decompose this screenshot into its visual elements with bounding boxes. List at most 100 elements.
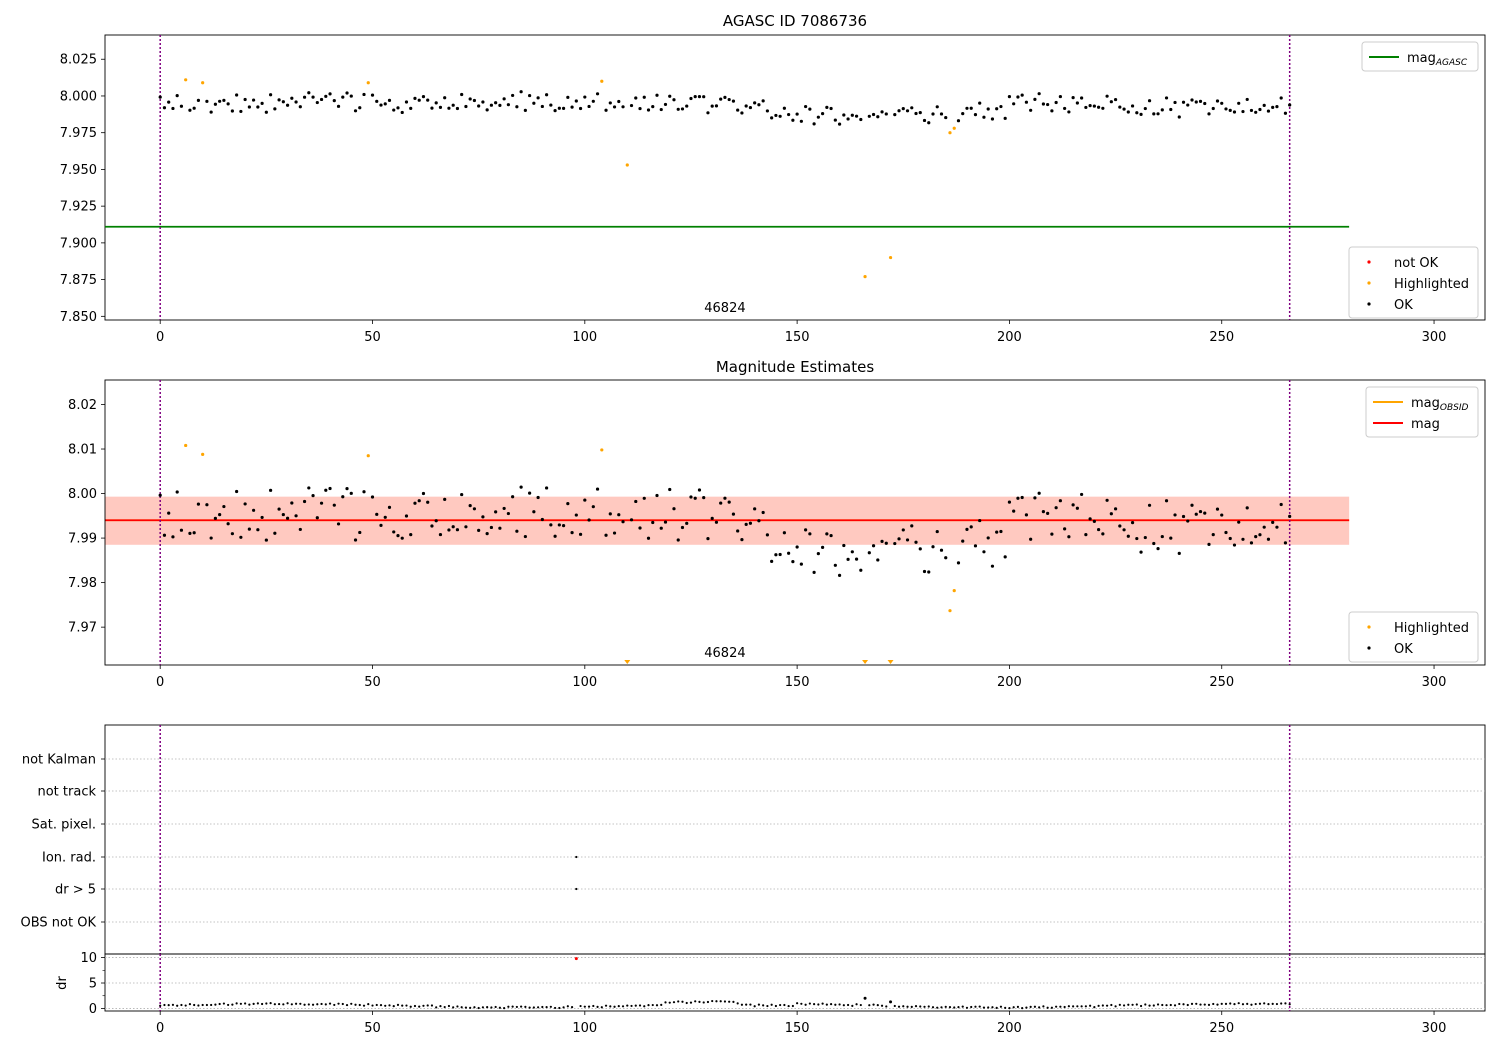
ok-point <box>1211 533 1215 537</box>
dr-point <box>970 1005 973 1009</box>
ok-point <box>804 104 808 109</box>
dr-point <box>740 1003 744 1006</box>
ok-point <box>1283 541 1288 545</box>
ok-point <box>787 112 791 117</box>
dr-point <box>1012 1006 1015 1009</box>
ok-point <box>714 104 719 108</box>
dr-point <box>1144 1003 1147 1006</box>
dr-point <box>1021 1007 1024 1010</box>
ok-point <box>421 95 426 99</box>
dr-point <box>757 1003 761 1006</box>
dr-point <box>1118 1003 1121 1006</box>
ok-point <box>854 557 859 561</box>
dr-point <box>1216 1003 1219 1006</box>
obsid-annotation: 46824 <box>704 646 745 661</box>
ok-point <box>532 510 536 514</box>
ok-point <box>1109 512 1113 516</box>
dr-point <box>384 1004 387 1007</box>
dr-point <box>1254 1002 1257 1006</box>
dr-point <box>664 1001 667 1004</box>
flag-label: not track <box>37 785 96 800</box>
ok-point <box>710 104 714 108</box>
ok-point <box>918 111 922 115</box>
ok-point <box>1101 106 1105 110</box>
ok-point <box>1232 543 1237 547</box>
ok-point <box>1215 99 1220 103</box>
ok-point <box>188 108 192 112</box>
ok-point <box>1147 99 1152 103</box>
dr-point <box>821 1002 824 1005</box>
dr-point <box>987 1006 990 1009</box>
dr-point <box>711 999 714 1003</box>
dr-point <box>1190 1002 1194 1006</box>
ok-point <box>349 491 353 495</box>
ok-point <box>1232 110 1237 114</box>
ok-point <box>222 98 226 102</box>
x-tick-label: 100 <box>572 1021 597 1036</box>
ok-point <box>1254 110 1258 114</box>
dr-point <box>681 1000 684 1003</box>
ok-point <box>545 93 549 97</box>
dr-point <box>460 1006 463 1009</box>
legend-label-subscript: AGASC <box>1435 58 1468 68</box>
point-group <box>158 443 1292 664</box>
dr-point <box>961 1005 964 1008</box>
ok-point <box>663 102 668 107</box>
ok-point <box>345 91 349 95</box>
ok-point <box>336 104 341 108</box>
dr-point <box>511 1005 514 1008</box>
off-scale-marker <box>862 660 869 664</box>
dr-point <box>1152 1004 1155 1007</box>
ok-point <box>736 529 740 533</box>
dr-point <box>486 1005 489 1009</box>
ok-point <box>553 534 557 538</box>
dr-point <box>808 1002 811 1005</box>
ok-point <box>451 525 455 529</box>
dr-point <box>163 1003 166 1007</box>
ok-point <box>1075 101 1079 105</box>
ok-point <box>1271 105 1275 109</box>
ok-point <box>409 533 413 537</box>
legend-label-subscript: OBSID <box>1440 403 1469 413</box>
ok-point <box>1181 100 1186 104</box>
ok-point <box>1105 498 1109 502</box>
dr-point <box>779 1003 782 1007</box>
ok-point <box>167 511 171 515</box>
dr-point <box>239 1002 242 1005</box>
ok-point <box>1080 96 1084 100</box>
dr-point <box>689 1001 693 1004</box>
ok-point <box>723 95 727 99</box>
ok-point <box>298 105 302 109</box>
ok-point <box>523 534 527 539</box>
dr-point <box>723 1000 727 1003</box>
ok-point <box>944 556 948 560</box>
ok-point <box>1186 103 1190 107</box>
dr-point <box>672 1001 676 1004</box>
dr-point <box>214 1003 217 1006</box>
dr-point <box>367 1003 370 1006</box>
ok-point <box>770 116 774 120</box>
dr-point <box>838 1003 841 1006</box>
ok-point <box>379 523 383 528</box>
ok-point <box>481 515 485 519</box>
dr-point <box>982 1006 986 1009</box>
dr-point <box>269 1002 272 1005</box>
dr-point <box>974 1005 977 1008</box>
dr-point <box>1067 1005 1070 1008</box>
ok-point <box>370 93 375 97</box>
ok-point <box>765 109 770 113</box>
ok-point <box>1266 109 1271 113</box>
ok-point <box>685 521 689 525</box>
ok-point <box>791 118 795 122</box>
ok-point <box>1241 109 1245 114</box>
ok-point <box>850 113 854 117</box>
ok-point <box>358 106 362 110</box>
ok-point <box>668 487 672 492</box>
ok-point <box>672 98 676 102</box>
y-tick-label: 7.98 <box>68 576 97 591</box>
ok-point <box>1220 101 1224 105</box>
ok-point <box>973 113 978 117</box>
ok-point <box>1152 112 1156 116</box>
dr-point <box>1267 1003 1270 1006</box>
dr-point <box>392 1005 395 1008</box>
